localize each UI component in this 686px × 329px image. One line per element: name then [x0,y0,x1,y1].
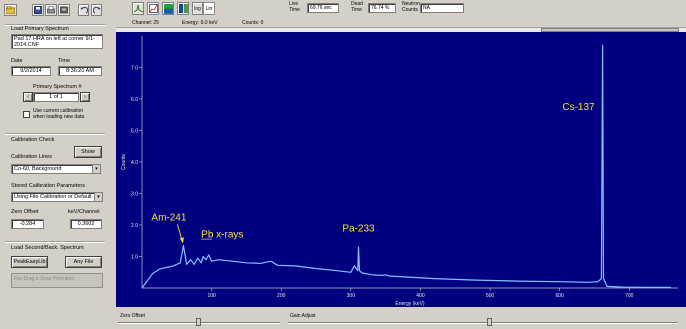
calibration-lines-value: Co-60, Background [14,166,62,172]
gain-adjust-slider[interactable] [288,322,678,324]
chevron-down-icon[interactable]: ▾ [94,193,102,201]
annotation-pb-x-rays: Pb x-rays [201,230,243,241]
live-time-value: 69.76 sec [307,3,339,13]
divider [5,241,105,242]
use-current-calibration-label: Use current calibration when loading new… [33,108,85,120]
y-tick-label: 2.0 [131,223,138,229]
channel-readout: Channel: 25 [132,20,159,26]
annotation-pa-233: Pa-233 [342,223,375,234]
file-drop-zone[interactable]: File Drag & Drop Permitted [11,273,103,288]
stored-calibration-label: Stored Calibration Parameters [11,183,85,189]
dead-time-label: Dead Time [351,1,363,13]
spectrum-plot[interactable]: 1.0 2.0 3.0 4.0 5.0 6.0 7.0 100 200 300 400 500 600 7… [116,32,686,307]
primary-spectrum-label: Primary Spectrum # [33,84,82,90]
x-tick-label: 200 [277,293,286,299]
energy-readout: Energy: 9.0 keV [182,20,218,26]
any-file-button[interactable]: Any File [65,256,102,268]
y-tick-label: 7.0 [131,66,138,72]
load-primary-heading: Load Primary Spectrum [11,26,69,32]
x-axis-label: Energy (keV) [395,301,425,307]
x-tick-label: 400 [416,293,425,299]
save-icon[interactable] [32,4,44,16]
zoom-region-icon[interactable] [147,2,159,15]
calibration-lines-label: Calibration Lines [11,154,52,160]
x-tick-label: 600 [555,293,564,299]
next-spectrum-button[interactable]: › [80,92,90,102]
dead-time-value: 76.74 % [368,3,396,13]
zero-offset-slider-thumb[interactable] [196,318,201,326]
stored-calibration-value: Using File Calibration or Default [14,194,92,200]
spectrum-index-field[interactable]: 1 of 1 [33,92,79,102]
horizontal-scrollbar[interactable] [116,27,686,32]
annotation-am-241: Am-241 [151,212,186,223]
time-field[interactable]: 8:36:20 AM [58,66,102,76]
date-field[interactable]: 9/2/2014 [11,66,51,76]
prev-spectrum-button[interactable]: ‹ [23,92,33,102]
neutron-counts-label: Neutron Counts [402,1,420,13]
overlay-spectrum-icon[interactable] [162,2,174,15]
log-scale-button[interactable]: log [192,2,203,15]
time-label: Time [58,58,71,64]
stored-calibration-select[interactable]: Using File Calibration or Default ▾ [11,192,103,202]
counts-readout: Counts: 0 [242,20,264,26]
chevron-left-icon: ‹ [27,94,29,100]
zero-offset-field[interactable]: -0.284 [11,219,44,229]
drop-zone-label: File Drag & Drop Permitted [14,276,75,282]
y-tick-label: 6.0 [131,97,138,103]
annotation-cs-137: Cs-137 [562,102,595,113]
kev-per-channel-label: keV/Channel [68,209,100,215]
neutron-counts-value: NA [420,3,464,13]
calibration-lines-select[interactable]: Co-60, Background ▾ [11,164,101,174]
bottom-zero-offset-label: Zero Offset [120,313,145,319]
undo-icon[interactable] [78,4,89,16]
live-time-label: Live Time [289,1,300,13]
linear-scale-button[interactable]: Lin [203,2,215,15]
spectrum-chart: 1.0 2.0 3.0 4.0 5.0 6.0 7.0 100 200 300 400 500 600 7… [121,36,678,307]
x-tick-label: 300 [347,293,356,299]
y-tick-label: 4.0 [131,160,138,166]
kev-per-channel-field[interactable]: 0.3602 [70,219,102,229]
show-button[interactable]: Show [74,146,102,158]
toolbar: log Lin Live Time 69.76 sec Dead Time 76… [0,0,686,20]
scrollbar-thumb[interactable] [541,28,679,32]
x-tick-label: 500 [486,293,495,299]
chevron-down-icon[interactable]: ▾ [92,165,100,173]
x-tick-label: 100 [207,293,216,299]
annotation-arrowhead [179,237,184,244]
lin-label: Lin [205,5,213,12]
y-axis-label: Counts [121,154,127,170]
load-second-heading: Load Second/Back. Spectrum [11,245,84,251]
file-description-field[interactable]: Pad 17 HRA on left at corner 9/1-2014.CN… [11,34,103,49]
x-tick-label: 700 [625,293,634,299]
gain-adjust-slider-thumb[interactable] [487,318,492,326]
calibration-check-heading: Calibration Check [11,137,55,143]
redo-icon[interactable] [91,4,102,16]
date-label: Date [11,58,23,64]
spectrum-line [141,44,671,289]
export-icon[interactable] [58,4,70,16]
open-icon[interactable] [4,4,17,16]
divider [5,24,105,25]
zero-offset-label: Zero Offset [11,209,39,215]
bottom-gain-adjust-label: Gain Adjust [290,313,316,319]
y-tick-label: 1.0 [131,255,138,261]
chevron-right-icon: › [84,94,86,100]
log-label: log [194,5,201,12]
y-tick-label: 5.0 [131,129,138,135]
use-current-calibration-checkbox[interactable] [23,111,30,118]
divider [5,133,105,134]
peakeasylib-button[interactable]: PeakEasyLib [11,256,48,268]
y-tick-label: 3.0 [131,192,138,198]
compare-spectrum-icon[interactable] [177,2,189,15]
peak-search-icon[interactable] [132,2,144,15]
print-icon[interactable] [45,4,57,16]
